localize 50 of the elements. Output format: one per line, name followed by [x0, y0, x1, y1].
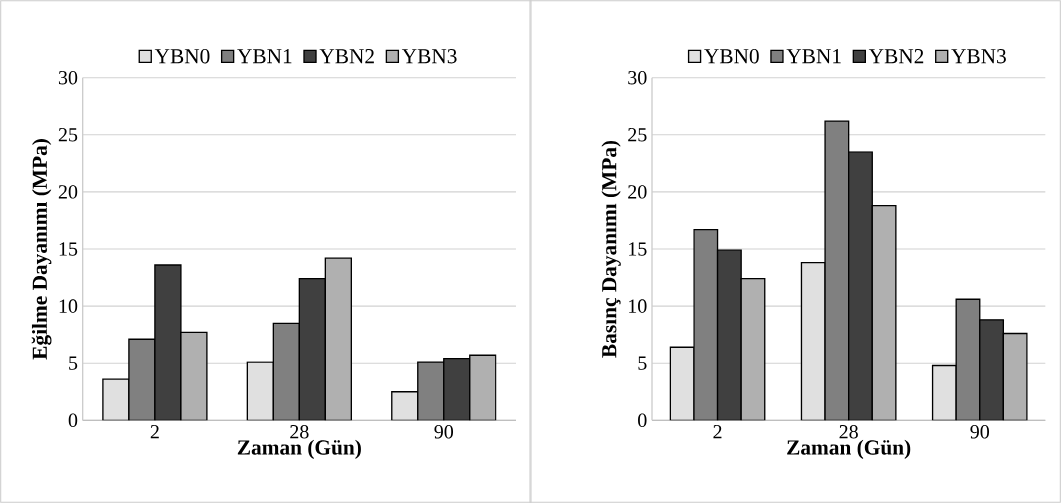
y-tick-label: 10 [59, 299, 78, 313]
x-tick-label: 2 [150, 425, 159, 439]
y-tick-label: 15 [629, 242, 647, 256]
x-tick-label: 2 [713, 425, 722, 439]
legend-label: YBN1 [786, 49, 841, 64]
x-tick-label: 90 [970, 425, 990, 439]
x-tick-label: 90 [434, 425, 454, 439]
bar [443, 357, 471, 421]
legend-label: YBN2 [319, 49, 374, 64]
legend-label: YBN1 [237, 49, 292, 64]
bar [824, 120, 850, 421]
x-axis-title: Zaman (Gün) [787, 439, 911, 460]
bar [800, 262, 826, 421]
bar [469, 354, 497, 421]
y-tick-label: 15 [59, 242, 78, 256]
bar [154, 264, 182, 421]
bar [931, 364, 957, 421]
bar [693, 228, 719, 421]
y-axis-title: Basınç Dayanımı (MPa) [601, 140, 621, 358]
legend-label: YBN3 [951, 49, 1006, 64]
x-axis-title: Zaman (Gün) [237, 439, 361, 460]
legend-label: YBN0 [154, 49, 210, 64]
x-tick-label: 28 [839, 425, 858, 439]
x-tick-label: 28 [290, 425, 309, 439]
bar [955, 298, 981, 421]
y-tick-label: 25 [628, 128, 647, 142]
bar [417, 361, 445, 421]
y-tick-label: 30 [628, 70, 647, 85]
bar [324, 257, 353, 421]
y-tick-label: 25 [58, 128, 78, 142]
y-tick-label: 5 [638, 356, 647, 370]
bar [128, 338, 156, 421]
y-tick-label: 0 [68, 413, 78, 428]
legend-label: YBN3 [401, 49, 457, 64]
bar [847, 151, 873, 421]
legend-label: YBN2 [868, 49, 924, 64]
y-axis-title: Eğilme Dayanımı (MPa) [31, 139, 52, 360]
bar [979, 319, 1005, 421]
y-tick-label: 0 [638, 413, 647, 428]
y-tick-label: 30 [58, 70, 78, 85]
y-tick-label: 10 [629, 299, 647, 313]
bar [669, 346, 695, 421]
y-tick-label: 5 [69, 356, 78, 370]
bar [298, 278, 327, 421]
bar [180, 331, 208, 421]
y-tick-label: 20 [628, 185, 647, 199]
bar [272, 322, 301, 421]
legend-label: YBN0 [704, 49, 759, 64]
y-tick-label: 20 [58, 185, 78, 199]
bar [716, 249, 742, 421]
